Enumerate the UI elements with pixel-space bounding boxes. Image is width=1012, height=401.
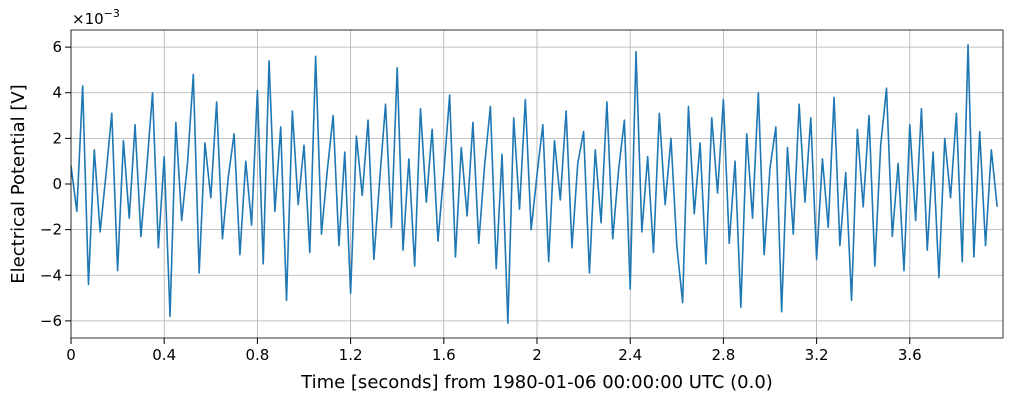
plot-frame xyxy=(70,29,1004,339)
y-tick-label: 4 xyxy=(52,84,62,102)
y-axis-label: Electrical Potential [V] xyxy=(8,84,29,283)
x-tick-label: 2.8 xyxy=(711,346,735,364)
y-tick-label: −4 xyxy=(40,266,62,284)
y-tick-label: −6 xyxy=(40,312,62,330)
x-axis-label: Time [seconds] from 1980-01-06 00:00:00 … xyxy=(300,372,773,393)
x-tick-label: 3.2 xyxy=(805,346,829,364)
x-tick-label: 3.6 xyxy=(898,346,922,364)
x-tick-label: 0 xyxy=(66,346,76,364)
y-tick-label: 2 xyxy=(52,129,62,147)
x-tick-label: 2.4 xyxy=(618,346,642,364)
x-tick-label: 0.8 xyxy=(245,346,269,364)
y-tick-label: −2 xyxy=(40,221,62,239)
x-tick-label: 2 xyxy=(532,346,542,364)
x-tick-label: 1.6 xyxy=(432,346,456,364)
y-tick-label: 0 xyxy=(52,175,62,193)
data-line xyxy=(71,44,998,324)
y-tick-label: 6 xyxy=(52,38,62,56)
y-multiplier-base: ×10 xyxy=(72,10,104,28)
x-tick-label: 1.2 xyxy=(339,346,363,364)
y-multiplier: ×10−3 xyxy=(72,7,120,28)
x-tick-label: 0.4 xyxy=(152,346,176,364)
y-multiplier-exponent: −3 xyxy=(104,7,120,20)
